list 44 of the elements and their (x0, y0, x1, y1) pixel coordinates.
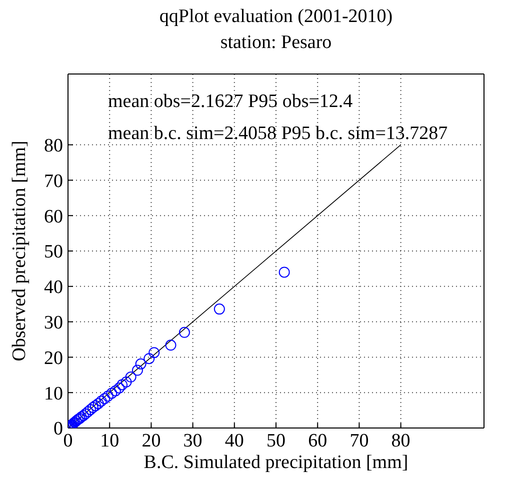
y-axis-title: Observed precipitation [mm] (9, 140, 31, 362)
point (92, 398, 104, 410)
point (135, 358, 146, 370)
point (87, 402, 98, 413)
x-tick-label: 10 (100, 430, 120, 452)
x-axis-title: B.C. Simulated precipitation [mm] (142, 452, 410, 474)
point (114, 382, 125, 394)
annotation: mean obs=2.1627 P95 obs=12.4 (108, 90, 354, 114)
x-tick-label: 50 (266, 430, 286, 452)
point (106, 388, 118, 399)
x-tick-label: 60 (308, 430, 328, 452)
point (278, 266, 290, 278)
point (214, 304, 225, 315)
y-tick-label: 60 (44, 206, 63, 228)
point (110, 385, 121, 396)
point (148, 347, 160, 358)
point (82, 406, 94, 418)
point (178, 326, 190, 338)
annotation: mean b.c. sim=2.4058 P95 b.c. sim=13.7287 (108, 122, 448, 146)
x-tick-label: 80 (391, 430, 410, 452)
chart-subtitle: station: Pesaro (219, 31, 333, 55)
point (99, 393, 110, 404)
point (116, 379, 128, 390)
point (132, 364, 143, 376)
point (125, 372, 136, 383)
x-tick-label: 30 (183, 430, 202, 452)
point (84, 404, 96, 416)
y-tick-label: 10 (44, 383, 63, 404)
y-tick-label: 70 (44, 170, 63, 192)
y-tick-label: 50 (44, 242, 63, 263)
y-tick-label: 40 (44, 277, 63, 298)
point (90, 400, 101, 412)
point (96, 396, 107, 407)
point (165, 340, 176, 351)
x-tick-label: 70 (350, 430, 369, 452)
point (144, 353, 155, 364)
x-tick-label: 40 (224, 430, 244, 452)
point (120, 376, 132, 388)
chart-title: qqPlot evaluation (2001-2010) (158, 5, 394, 29)
y-tick-label: 20 (44, 348, 63, 369)
x-tick-label: 20 (142, 430, 161, 452)
y-tick-label: 30 (44, 312, 63, 334)
y-tick-label: 80 (44, 136, 63, 157)
point (102, 390, 114, 402)
